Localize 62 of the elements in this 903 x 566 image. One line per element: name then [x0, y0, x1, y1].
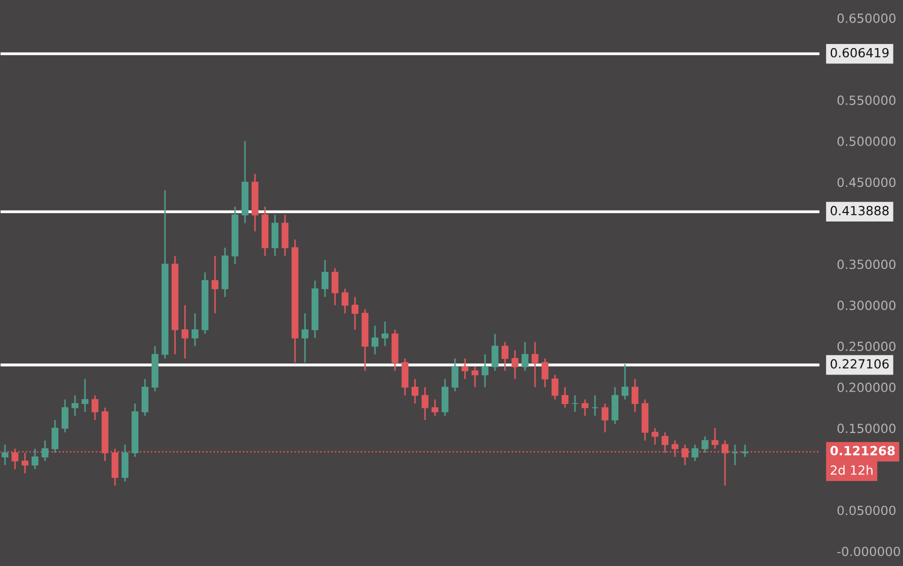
ref-line-label: 0.121268 [830, 446, 895, 456]
candlestick [82, 378, 88, 412]
candlestick [702, 436, 708, 454]
y-tick-label: 0.300000 [837, 300, 896, 310]
candlestick [432, 398, 438, 417]
candlestick [72, 394, 78, 417]
ref-line-label: 0.413888 [830, 206, 889, 216]
candlestick [92, 394, 98, 421]
candlestick [22, 452, 28, 474]
candlestick [482, 354, 488, 388]
candlestick [352, 296, 358, 330]
candlestick [732, 444, 738, 466]
candlestick [532, 341, 538, 388]
candlestick [592, 394, 598, 417]
candlestick [182, 304, 188, 360]
ref-line-label: 0.606419 [830, 48, 889, 58]
y-tick-label: 0.650000 [837, 14, 896, 23]
candlestick [562, 386, 568, 408]
candlestick [552, 374, 558, 400]
y-tick-label: 0.450000 [837, 178, 896, 188]
candlestick [322, 259, 328, 298]
candlestick [212, 255, 218, 314]
candlestick [492, 333, 498, 372]
candlestick [332, 268, 338, 306]
candlestick [452, 358, 458, 392]
text: 2d 12h [830, 465, 872, 475]
ref-line-label: 0.227106 [830, 359, 889, 369]
candlestick [422, 386, 428, 421]
candlestick [472, 366, 478, 388]
y-tick-label: 0.500000 [837, 136, 896, 146]
candlestick [32, 448, 38, 470]
candlestick [502, 341, 508, 372]
candlestick [602, 402, 608, 433]
y-tick-label: 0.200000 [837, 382, 896, 392]
candlestick [542, 358, 548, 388]
y-tick-label: -0.000000 [837, 546, 900, 556]
candlestick [622, 364, 628, 400]
candlestick [582, 398, 588, 417]
y-tick-label: 0.350000 [837, 260, 896, 270]
candlestick [62, 398, 68, 433]
candlestick [522, 341, 528, 372]
candlestick [742, 444, 748, 458]
y-tick-label: 0.250000 [837, 342, 896, 352]
candlestick [302, 312, 308, 364]
candlestick [342, 288, 348, 314]
candlestick [412, 378, 418, 404]
y-tick-label: 0.150000 [837, 424, 896, 434]
candlestick [462, 358, 468, 380]
candlestick [692, 444, 698, 462]
candlestick [372, 324, 378, 356]
y-tick-label: 0.050000 [837, 506, 896, 516]
candlestick [382, 320, 388, 347]
candlestick [712, 427, 718, 450]
candlestick [2, 444, 8, 466]
candlestick [192, 312, 198, 347]
y-tick-label: 0.550000 [837, 96, 896, 105]
candlestick [632, 378, 638, 412]
candlestick [512, 350, 518, 380]
candlestick [572, 394, 578, 412]
candlestick [652, 427, 658, 446]
candlestick [52, 419, 58, 454]
candlestick [42, 440, 48, 462]
